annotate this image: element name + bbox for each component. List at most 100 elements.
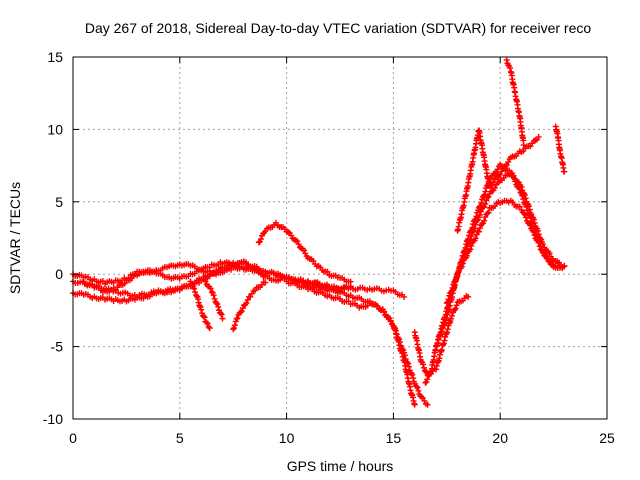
data-point xyxy=(448,287,455,294)
data-point xyxy=(535,239,542,246)
data-point xyxy=(424,376,431,383)
data-markers xyxy=(70,56,568,408)
data-point xyxy=(409,371,416,378)
data-point xyxy=(465,235,472,242)
data-point xyxy=(561,168,568,175)
data-point xyxy=(531,232,538,239)
data-point xyxy=(411,401,418,408)
data-point xyxy=(406,363,413,370)
data-point xyxy=(516,186,523,193)
data-point xyxy=(404,359,411,366)
data-point xyxy=(427,369,434,376)
data-point xyxy=(507,65,514,72)
data-point xyxy=(545,255,552,262)
data-point xyxy=(470,221,477,228)
data-point xyxy=(192,289,199,296)
data-point xyxy=(405,360,412,367)
data-point xyxy=(422,368,429,375)
data-point xyxy=(444,299,451,306)
data-point xyxy=(347,278,354,285)
data-point xyxy=(434,339,441,346)
data-point xyxy=(482,188,489,195)
data-point xyxy=(476,203,483,210)
data-point xyxy=(484,210,491,217)
data-point xyxy=(237,309,244,316)
data-point xyxy=(121,280,128,287)
data-point xyxy=(467,246,474,253)
data-point xyxy=(218,311,225,318)
data-point xyxy=(535,133,542,140)
series-track-14 xyxy=(454,127,542,234)
data-point xyxy=(473,213,480,220)
data-point xyxy=(512,178,519,185)
data-point xyxy=(202,278,209,285)
data-point xyxy=(479,220,486,227)
data-point xyxy=(438,331,445,338)
data-point xyxy=(523,203,530,210)
data-point xyxy=(415,387,422,394)
data-point xyxy=(395,335,402,342)
data-point xyxy=(206,325,213,332)
x-tick-label: 15 xyxy=(386,430,402,446)
data-point xyxy=(257,236,264,243)
data-point xyxy=(191,285,198,292)
data-point xyxy=(476,225,483,232)
y-axis-title: SDTVAR / TECUs xyxy=(7,182,23,294)
data-point xyxy=(503,56,510,63)
x-tick-label: 5 xyxy=(176,430,184,446)
data-point xyxy=(524,207,531,214)
data-point xyxy=(442,320,449,327)
data-point xyxy=(396,338,403,345)
data-point xyxy=(447,289,454,296)
data-point xyxy=(310,257,317,264)
data-point xyxy=(393,331,400,338)
data-point xyxy=(187,278,194,285)
series-track-15 xyxy=(443,197,568,307)
data-point xyxy=(483,197,490,204)
data-point xyxy=(484,194,491,201)
data-point xyxy=(530,228,537,235)
data-point xyxy=(414,384,421,391)
data-point xyxy=(198,306,205,313)
data-point xyxy=(482,201,489,208)
data-point xyxy=(231,322,238,329)
series-track-10 xyxy=(304,278,431,408)
data-point xyxy=(391,324,398,331)
ticks: 0 5 10 15 20 25 -10 -5 0 5 10 15 xyxy=(43,49,615,446)
data-point xyxy=(410,375,417,382)
data-point xyxy=(201,314,208,321)
data-point xyxy=(519,192,526,199)
data-point xyxy=(401,293,408,300)
x-tick-label: 10 xyxy=(279,430,295,446)
data-point xyxy=(472,216,479,223)
data-point xyxy=(475,228,482,235)
data-point xyxy=(215,303,222,310)
data-point xyxy=(234,315,241,322)
data-point xyxy=(210,292,217,299)
data-point xyxy=(448,312,455,319)
data-point xyxy=(427,368,434,375)
data-point xyxy=(219,315,226,322)
series-track-6 xyxy=(202,278,226,322)
series-track-11 xyxy=(411,292,472,378)
data-point xyxy=(464,252,471,259)
data-point xyxy=(392,327,399,334)
data-point xyxy=(459,260,466,267)
data-point xyxy=(204,320,211,327)
data-point xyxy=(505,159,512,166)
data-point xyxy=(233,315,240,322)
data-point xyxy=(482,214,489,221)
data-point xyxy=(433,343,440,350)
data-point xyxy=(467,228,474,235)
data-point xyxy=(522,214,529,221)
data-point xyxy=(437,332,444,339)
data-point xyxy=(471,217,478,224)
data-point xyxy=(217,310,224,317)
y-tick-label: -5 xyxy=(51,339,64,355)
data-point xyxy=(546,250,553,257)
data-point xyxy=(536,243,543,250)
data-point xyxy=(506,167,513,174)
data-point xyxy=(262,271,269,278)
data-point xyxy=(200,313,207,320)
